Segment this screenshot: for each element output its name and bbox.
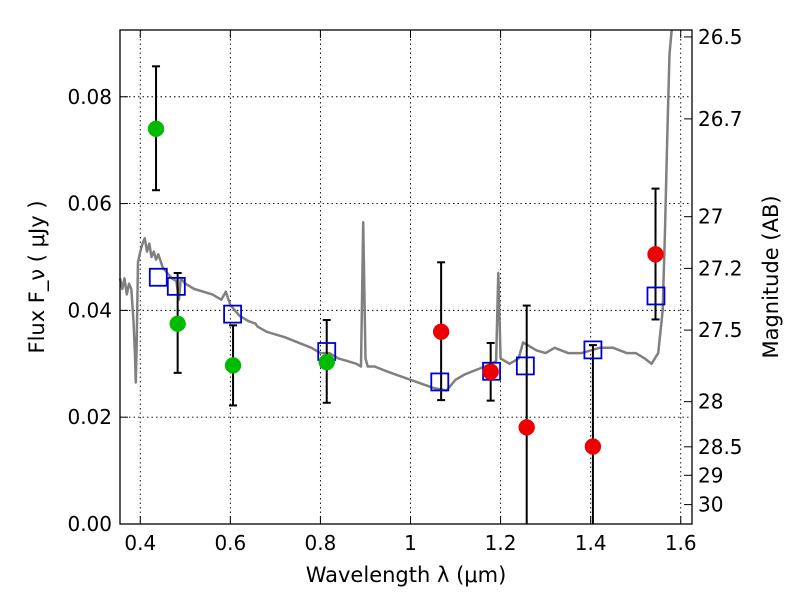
model-photometry-square (646, 286, 666, 306)
observed-nir-point (647, 246, 664, 263)
observed-points (147, 120, 664, 455)
y-tick-label: 0.06 (67, 192, 112, 216)
x-tick-label: 0.6 (214, 531, 246, 555)
right-axis-label: Magnitude (AB) (759, 195, 783, 358)
right-tick-label: 30 (698, 493, 723, 517)
model-photometry-points (148, 267, 666, 392)
x-tick-label: 0.4 (124, 531, 156, 555)
observed-nir-point (584, 438, 602, 455)
x-tick-label: 1.4 (575, 531, 607, 555)
model-photometry-square (148, 267, 168, 287)
model-photometry-square (583, 340, 603, 360)
observed-optical-point (169, 315, 186, 332)
right-tick-label: 26.5 (698, 25, 743, 49)
plot-frame (119, 29, 693, 525)
x-tick-label: 1.6 (665, 531, 697, 555)
x-tick-label: 1 (404, 531, 417, 555)
observed-nir-point (482, 363, 499, 381)
y-axis-label: Flux F_ν ( μJy ) (25, 200, 50, 353)
right-tick-label: 26.7 (698, 107, 743, 131)
model-photometry-square (430, 372, 450, 392)
observed-nir-point (518, 419, 535, 436)
observed-optical-point (318, 353, 335, 371)
grid (120, 30, 692, 525)
plot-area (118, 29, 673, 524)
y-tick-label: 0.08 (67, 85, 112, 109)
right-tick-label: 28.5 (698, 435, 743, 459)
model-spectrum-line (118, 29, 673, 392)
right-tick-label: 28 (698, 390, 723, 414)
right-tick-label: 29 (698, 463, 723, 487)
x-axis-label: Wavelength λ (μm) (306, 563, 507, 587)
right-tick-label: 27.5 (698, 318, 743, 342)
axis-ticks: 0.4 0.6 0.8 1 1.2 1.4 1.6 0.00 0.02 0.04 0.06 0.08 2… (67, 25, 742, 555)
y-tick-label: 0.04 (67, 298, 112, 322)
model-photometry-square (515, 356, 535, 376)
x-tick-label: 1.2 (485, 531, 517, 555)
x-tick-label: 0.8 (305, 531, 337, 555)
observed-optical-point (224, 357, 242, 374)
y-tick-label: 0.00 (67, 512, 112, 536)
model-photometry-square (223, 304, 242, 324)
observed-nir-point (432, 323, 450, 340)
right-tick-label: 27 (698, 205, 723, 229)
observed-optical-point (147, 120, 165, 138)
right-tick-label: 27.2 (698, 256, 743, 280)
y-tick-label: 0.02 (67, 405, 112, 429)
model-photometry-square (166, 276, 186, 296)
